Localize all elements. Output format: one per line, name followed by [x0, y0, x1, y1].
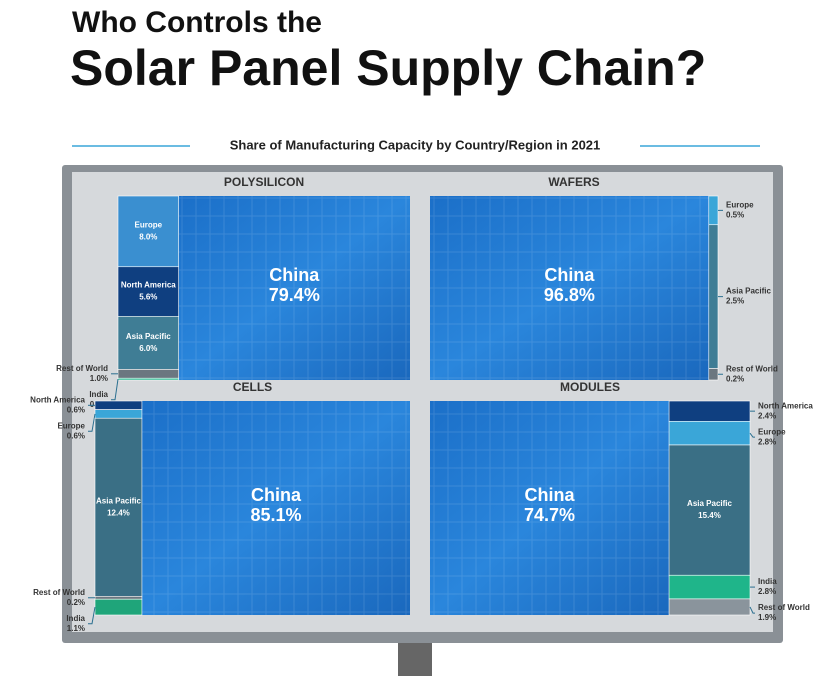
leader-line: [111, 379, 119, 401]
treemap-cell: [668, 598, 751, 616]
cell-label: Europe: [758, 427, 786, 436]
cell-label: Asia Pacific: [126, 332, 171, 341]
treemap-cell: [94, 417, 143, 597]
subtitle: Share of Manufacturing Capacity by Count…: [230, 137, 601, 152]
cell-label: Rest of World: [726, 364, 778, 373]
cell-label: Europe: [57, 421, 85, 430]
cell-label: Asia Pacific: [726, 287, 771, 296]
treemap-cell: [668, 400, 751, 422]
panel-title: WAFERS: [548, 175, 599, 189]
treemap-cell: [708, 368, 719, 381]
cell-label: China: [525, 485, 576, 505]
panel-texture: [430, 196, 709, 380]
treemap-cell: [117, 377, 179, 381]
cell-value: 74.7%: [524, 505, 575, 525]
treemap-cell: [94, 409, 143, 419]
cell-value: 96.8%: [544, 285, 595, 305]
cell-label: North America: [121, 281, 176, 290]
cell-value: 0.6%: [67, 431, 85, 440]
leader-line: [749, 606, 755, 614]
leader-line: [88, 607, 96, 625]
leader-line: [88, 413, 96, 432]
panel-title: POLYSILICON: [224, 175, 304, 189]
treemap-cell: [117, 369, 179, 379]
treemap-cell: [117, 195, 179, 268]
leader-line: [749, 432, 755, 438]
cell-value: 6.0%: [139, 344, 157, 353]
cell-value: 1.1%: [67, 624, 85, 633]
treemap-cell: [668, 421, 751, 446]
cell-label: Europe: [726, 200, 754, 209]
cell-value: 12.4%: [107, 508, 130, 517]
cell-value: 0.2%: [726, 374, 744, 383]
treemap-cell: [117, 266, 179, 317]
treemap-cell: [94, 400, 143, 410]
cell-value: 5.6%: [139, 293, 157, 302]
cell-value: 2.8%: [758, 437, 776, 446]
pole: [398, 640, 432, 676]
cell-value: 79.4%: [269, 285, 320, 305]
title-line: Who Controls the: [72, 6, 322, 39]
cell-label: Rest of World: [56, 364, 108, 373]
panel-texture: [141, 401, 410, 615]
cell-label: Rest of World: [758, 603, 810, 612]
cell-label: Europe: [135, 220, 163, 229]
cell-value: 0.2%: [67, 598, 85, 607]
cell-value: 8.0%: [139, 232, 157, 241]
cell-value: 2.5%: [726, 297, 744, 306]
cell-label: Rest of World: [33, 588, 85, 597]
panel-title: CELLS: [233, 380, 272, 394]
cell-value: 1.0%: [90, 374, 108, 383]
cell-value: 1.9%: [758, 613, 776, 622]
treemap-cell: [668, 574, 751, 600]
cell-label: Asia Pacific: [687, 499, 732, 508]
treemap-cell: [94, 596, 143, 600]
panel-title: MODULES: [560, 380, 620, 394]
cell-label: North America: [758, 401, 813, 410]
treemap-cell: [708, 224, 719, 369]
cell-label: China: [544, 265, 595, 285]
cell-label: India: [758, 577, 777, 586]
cell-label: China: [269, 265, 320, 285]
panel-texture: [430, 401, 670, 615]
cell-value: 0.6%: [67, 405, 85, 414]
cell-value: 2.4%: [758, 411, 776, 420]
cell-label: Asia Pacific: [96, 496, 141, 505]
title-line: Solar Panel Supply Chain?: [70, 40, 706, 96]
cell-label: India: [89, 390, 108, 399]
panel-texture: [178, 196, 410, 380]
cell-label: China: [251, 485, 302, 505]
cell-value: 2.8%: [758, 587, 776, 596]
cell-label: India: [66, 614, 85, 623]
cell-label: North America: [30, 395, 85, 404]
cell-value: 15.4%: [698, 511, 721, 520]
treemap-cell: [117, 316, 179, 370]
cell-value: 85.1%: [250, 505, 301, 525]
cell-value: 0.5%: [726, 210, 744, 219]
treemap-cell: [708, 195, 719, 226]
treemap-cell: [94, 598, 143, 616]
treemap-cell: [668, 444, 751, 576]
